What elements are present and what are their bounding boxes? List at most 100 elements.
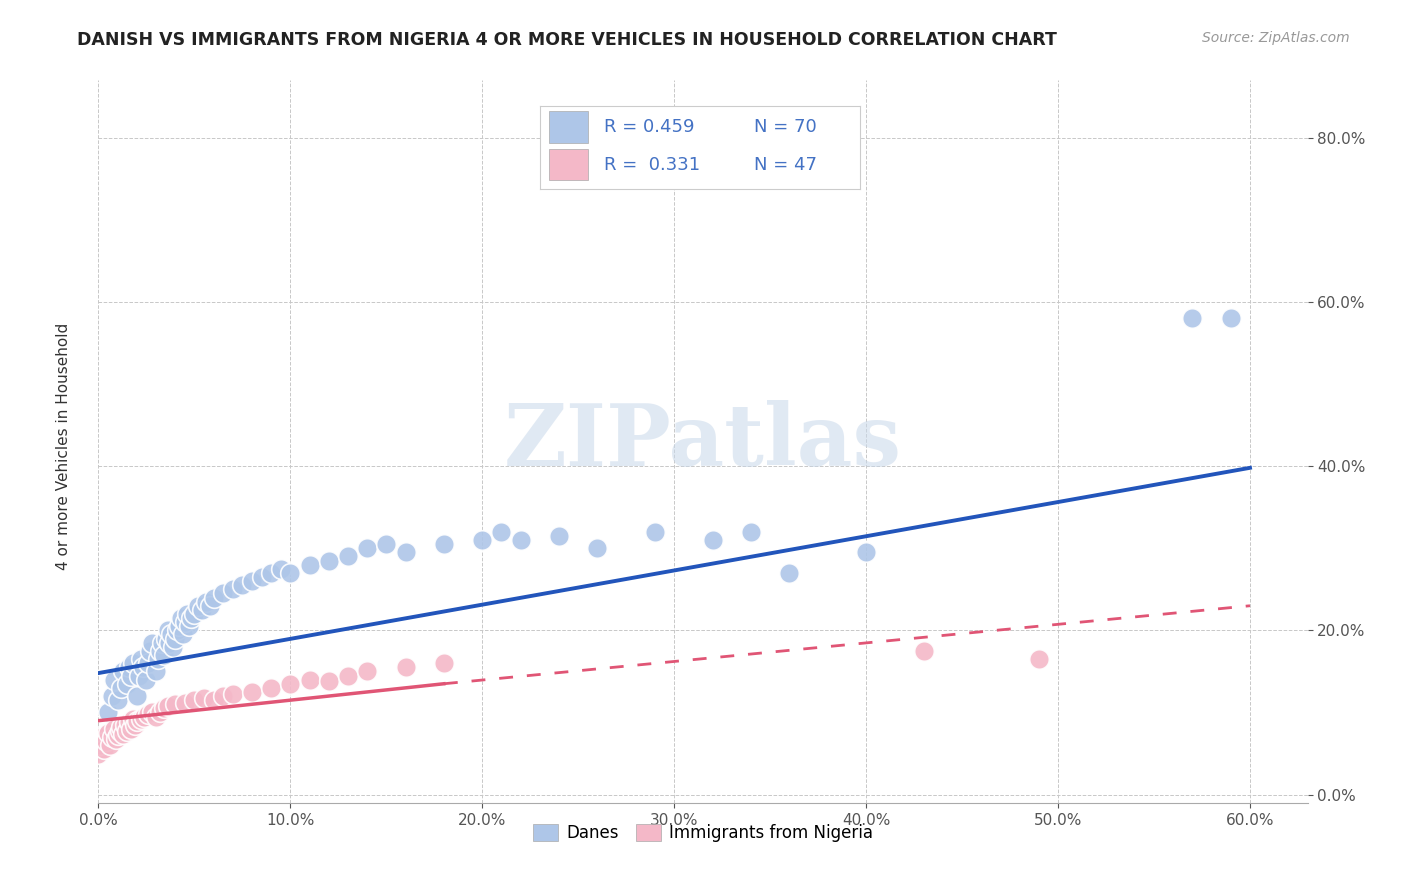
Point bbox=[212, 689, 235, 703]
Point bbox=[149, 706, 172, 720]
Point bbox=[187, 599, 209, 613]
Point bbox=[740, 524, 762, 539]
Point bbox=[152, 701, 174, 715]
Point bbox=[202, 693, 225, 707]
Point bbox=[125, 714, 148, 728]
Point bbox=[855, 545, 877, 559]
Point bbox=[240, 685, 263, 699]
Point bbox=[136, 707, 159, 722]
Point bbox=[110, 681, 132, 695]
Point bbox=[433, 657, 456, 671]
Point bbox=[170, 611, 193, 625]
Point bbox=[98, 739, 121, 753]
Point bbox=[146, 652, 169, 666]
Point bbox=[394, 545, 416, 559]
Point bbox=[433, 537, 456, 551]
Point bbox=[149, 644, 172, 658]
Point bbox=[94, 734, 117, 748]
Point bbox=[129, 712, 152, 726]
Point bbox=[145, 665, 167, 679]
Point bbox=[103, 722, 125, 736]
Point bbox=[156, 624, 179, 638]
Point bbox=[136, 657, 159, 671]
Point bbox=[912, 644, 935, 658]
Point bbox=[93, 742, 115, 756]
Point bbox=[135, 673, 157, 687]
Point bbox=[101, 730, 124, 744]
Point bbox=[222, 582, 245, 597]
Point bbox=[172, 627, 194, 641]
Point bbox=[97, 726, 120, 740]
Point bbox=[778, 566, 800, 580]
Point bbox=[260, 566, 283, 580]
Point bbox=[118, 715, 141, 730]
Point bbox=[280, 566, 302, 580]
Point bbox=[173, 696, 195, 710]
Point bbox=[212, 586, 235, 600]
Point bbox=[586, 541, 609, 556]
Point bbox=[89, 739, 111, 753]
Point bbox=[375, 537, 398, 551]
Point bbox=[150, 636, 173, 650]
Point bbox=[115, 723, 138, 738]
Point bbox=[87, 747, 110, 761]
Point bbox=[122, 712, 145, 726]
Point bbox=[231, 578, 253, 592]
Point bbox=[125, 689, 148, 703]
Point bbox=[134, 709, 156, 723]
Point bbox=[107, 693, 129, 707]
Point bbox=[131, 660, 153, 674]
Point bbox=[194, 594, 217, 608]
Point bbox=[165, 632, 187, 646]
Point bbox=[159, 636, 181, 650]
Point bbox=[166, 624, 188, 638]
Text: 4 or more Vehicles in Household: 4 or more Vehicles in Household bbox=[56, 322, 70, 570]
Point bbox=[107, 729, 129, 743]
Point bbox=[97, 706, 120, 720]
Point bbox=[129, 652, 152, 666]
Point bbox=[191, 603, 214, 617]
Point bbox=[120, 668, 142, 682]
Point bbox=[509, 533, 531, 547]
Point bbox=[128, 668, 150, 682]
Point bbox=[1181, 311, 1204, 326]
Point bbox=[336, 668, 359, 682]
Point bbox=[198, 599, 221, 613]
Point bbox=[118, 660, 141, 674]
Point bbox=[1028, 652, 1050, 666]
Point bbox=[156, 698, 179, 713]
Point bbox=[173, 615, 195, 630]
Point bbox=[141, 706, 163, 720]
Point bbox=[114, 718, 136, 732]
Point bbox=[298, 558, 321, 572]
Point bbox=[104, 731, 127, 746]
Point bbox=[471, 533, 494, 547]
Point bbox=[250, 570, 273, 584]
Point bbox=[110, 720, 132, 734]
Point bbox=[177, 619, 200, 633]
Point bbox=[644, 524, 666, 539]
Point bbox=[155, 632, 177, 646]
Point bbox=[165, 698, 187, 712]
Point bbox=[120, 722, 142, 736]
Point bbox=[318, 674, 340, 689]
Point bbox=[702, 533, 724, 547]
Point bbox=[176, 607, 198, 621]
Point bbox=[356, 541, 378, 556]
Point bbox=[139, 644, 162, 658]
Point bbox=[141, 636, 163, 650]
Point bbox=[160, 627, 183, 641]
Point bbox=[183, 607, 205, 621]
Point bbox=[222, 687, 245, 701]
Point bbox=[101, 689, 124, 703]
Point bbox=[336, 549, 359, 564]
Point bbox=[167, 619, 190, 633]
Point bbox=[356, 665, 378, 679]
Point bbox=[394, 660, 416, 674]
Point bbox=[298, 673, 321, 687]
Legend: Danes, Immigrants from Nigeria: Danes, Immigrants from Nigeria bbox=[526, 817, 880, 848]
Point bbox=[240, 574, 263, 588]
Text: ZIPatlas: ZIPatlas bbox=[503, 400, 903, 483]
Point bbox=[162, 640, 184, 654]
Point bbox=[103, 673, 125, 687]
